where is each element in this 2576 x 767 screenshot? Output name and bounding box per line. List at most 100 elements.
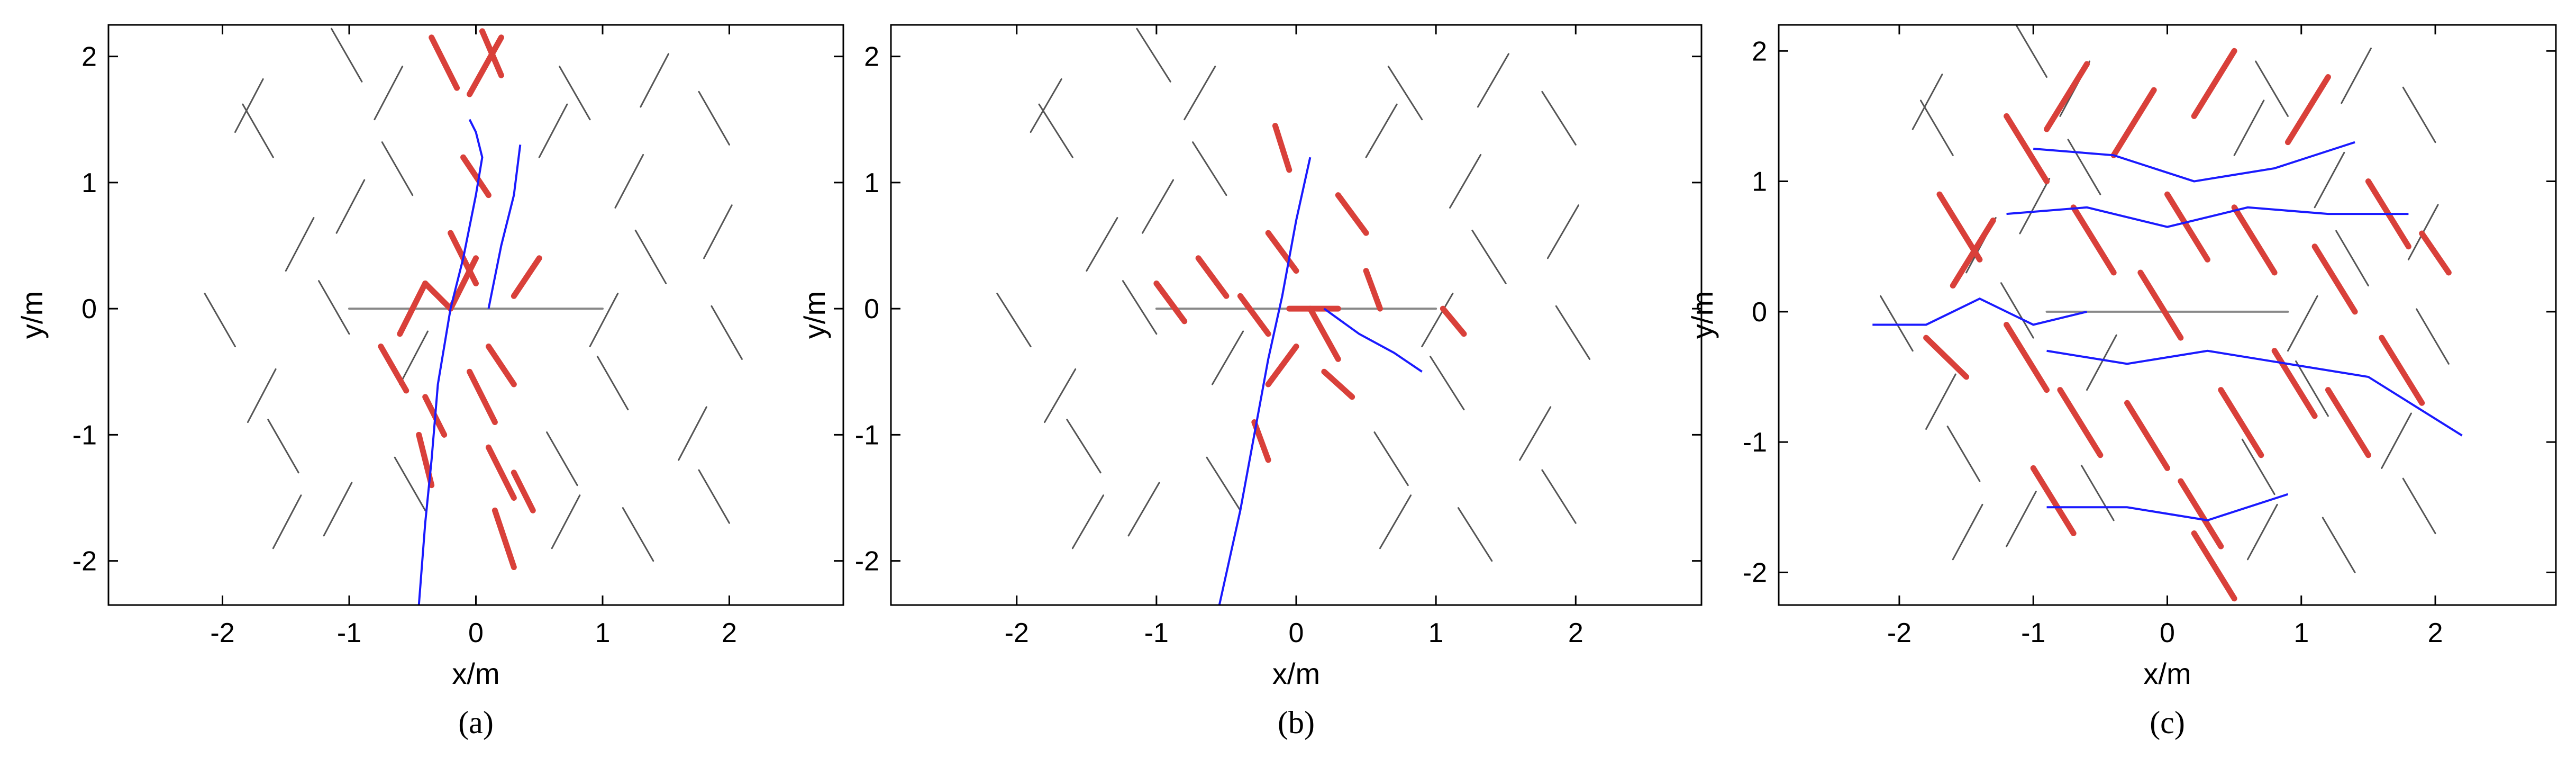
fracture — [2246, 503, 2278, 561]
fracture — [2233, 100, 2265, 156]
activated-fracture — [1265, 344, 1299, 387]
fracture — [1184, 66, 1216, 121]
fracture — [1449, 154, 1482, 209]
fracture — [267, 419, 299, 474]
x-tick-label: -1 — [2021, 618, 2045, 648]
activated-fracture — [1153, 280, 1188, 324]
x-axis-label: x/m — [1272, 657, 1320, 690]
fracture — [1421, 292, 1454, 348]
fracture — [538, 103, 568, 158]
activated-fracture — [2284, 74, 2331, 146]
fracture — [1952, 503, 1983, 561]
fracture — [2322, 517, 2356, 573]
x-tick-label: 2 — [2428, 618, 2443, 648]
panel: -2 -1 0 1 2 -2 -1 0 1 2 x/m y/m (a) — [15, 24, 844, 740]
activated-fracture — [511, 255, 542, 299]
fracture — [1946, 426, 1981, 482]
activated-fracture — [429, 34, 460, 91]
activated-fracture — [1251, 419, 1271, 463]
activated-fracture — [2379, 335, 2425, 406]
fracture — [1086, 217, 1118, 272]
y-tick-label: 2 — [864, 42, 879, 73]
activated-fracture — [1363, 268, 1383, 312]
y-tick-label: 1 — [81, 168, 97, 198]
x-tick-label: 0 — [1289, 618, 1304, 648]
flow-path — [1872, 297, 2088, 326]
x-tick-label: 1 — [2293, 618, 2309, 648]
fracture — [640, 53, 670, 108]
activated-fracture — [2178, 478, 2224, 549]
fracture — [1919, 100, 1954, 156]
fracture — [1038, 103, 1073, 158]
flow-path — [1323, 308, 1423, 373]
activated-fracture — [2191, 530, 2237, 602]
y-tick-label: -2 — [72, 546, 97, 577]
y-axis-label: y/m — [798, 291, 831, 339]
activated-fracture — [485, 344, 517, 387]
fracture — [1212, 330, 1244, 385]
activated-fracture — [1307, 305, 1341, 362]
activated-fracture — [2271, 348, 2318, 419]
fracture — [234, 78, 264, 133]
panel: -2 -1 0 1 2 -2 -1 0 1 2 x/m y/m (b) — [798, 24, 1703, 740]
fracture — [2080, 464, 2115, 521]
activated-fracture — [2191, 48, 2237, 119]
fracture — [1477, 53, 1509, 108]
x-tick-label: -1 — [337, 618, 361, 648]
fracture — [559, 66, 591, 121]
fracture — [2019, 178, 2051, 234]
plot-area — [1872, 25, 2463, 602]
activated-fracture — [422, 280, 454, 312]
y-tick-label: 2 — [1752, 36, 1767, 67]
flow-path — [2033, 141, 2355, 183]
fracture — [1387, 66, 1423, 121]
fracture — [698, 469, 730, 524]
fracture — [1925, 373, 1956, 430]
activated-fracture — [2231, 204, 2278, 276]
activated-fracture — [2057, 387, 2104, 458]
fracture — [678, 406, 707, 461]
flow-path — [487, 145, 522, 309]
activated-fracture — [1950, 217, 1996, 289]
x-tick-label: 0 — [468, 618, 484, 648]
x-tick-label: 1 — [1428, 618, 1444, 648]
fracture — [318, 280, 350, 335]
activated-fracture — [2030, 465, 2077, 537]
fracture — [1471, 229, 1507, 284]
activated-fracture — [467, 34, 504, 97]
y-tick-label: -2 — [855, 546, 879, 577]
fracture — [2255, 60, 2289, 117]
x-tick-label: 0 — [2160, 618, 2175, 648]
fracture — [551, 494, 581, 549]
x-axis-label: x/m — [452, 657, 499, 690]
fracture — [2381, 412, 2412, 469]
fracture — [2241, 438, 2275, 495]
activated-fracture — [1272, 123, 1292, 173]
activated-fracture — [467, 368, 498, 426]
y-tick-label: -2 — [1743, 557, 1767, 588]
activated-fracture — [2124, 400, 2170, 471]
caption: (b) — [1278, 705, 1315, 740]
fracture — [2341, 47, 2372, 104]
y-tick-label: -1 — [1743, 427, 1767, 458]
activated-fracture — [2044, 61, 2090, 132]
fracture — [1141, 179, 1175, 234]
activated-fracture — [378, 344, 409, 394]
fracture — [2402, 477, 2436, 535]
fracture — [589, 292, 619, 348]
fracture — [596, 356, 629, 411]
fracture — [323, 482, 353, 537]
fracture — [2086, 334, 2117, 391]
flow-path — [1218, 157, 1312, 605]
fracture — [1911, 74, 1943, 130]
flow-path — [2046, 349, 2463, 437]
fracture — [1136, 28, 1171, 83]
fracture — [2000, 282, 2034, 339]
flow-path — [2046, 493, 2289, 521]
activated-fracture — [2110, 87, 2157, 158]
y-tick-label: -1 — [72, 420, 97, 450]
activated-fracture — [1265, 230, 1299, 274]
fracture — [703, 204, 733, 259]
activated-fracture — [2004, 321, 2050, 393]
